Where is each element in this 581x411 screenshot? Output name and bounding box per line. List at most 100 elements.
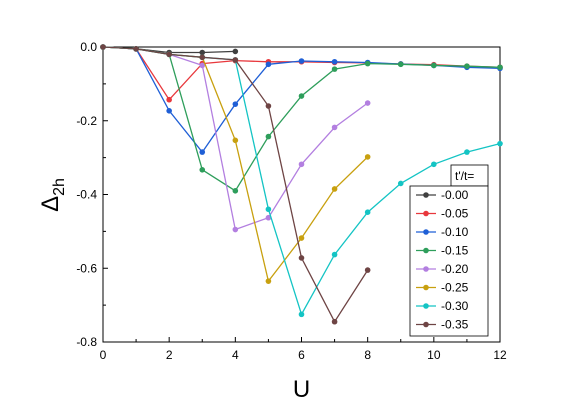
y-axis-label-sub: 2h — [51, 178, 68, 196]
data-point — [298, 235, 305, 241]
data-point — [100, 44, 106, 50]
data-point — [298, 311, 305, 318]
legend-entry: -0.05 — [416, 207, 469, 221]
data-point — [232, 188, 239, 194]
legend-swatch-marker — [423, 284, 429, 291]
data-point — [199, 54, 206, 61]
y-tick-label: -0.6 — [76, 261, 97, 275]
x-tick-label: 8 — [364, 348, 371, 362]
y-tick-label: -0.4 — [76, 188, 97, 202]
legend-entry: -0.30 — [416, 299, 469, 313]
legend-entry: -0.00 — [416, 188, 469, 202]
data-point — [364, 267, 371, 273]
legend-label: -0.15 — [441, 244, 469, 258]
data-point — [464, 149, 470, 155]
data-point — [265, 103, 272, 109]
data-point — [265, 278, 272, 284]
data-point — [331, 124, 338, 131]
data-point — [298, 93, 305, 99]
legend-label: -0.05 — [441, 207, 469, 221]
data-point — [464, 63, 470, 69]
data-point — [166, 96, 172, 103]
data-point — [497, 140, 503, 147]
legend-swatch-marker — [423, 321, 429, 328]
data-point — [397, 180, 404, 187]
data-point — [265, 133, 272, 140]
series-line — [102, 46, 369, 283]
x-tick-label: 10 — [427, 348, 441, 362]
data-point — [331, 251, 338, 258]
series-line — [102, 46, 501, 101]
legend-swatch-marker — [423, 229, 429, 235]
data-point — [166, 107, 172, 114]
legend-swatch-marker — [423, 266, 429, 272]
data-point — [199, 49, 206, 56]
data-point — [166, 51, 172, 58]
data-point — [331, 58, 338, 65]
data-point — [331, 66, 338, 72]
series-2 — [100, 44, 503, 155]
y-tick-label: 0.0 — [80, 40, 97, 54]
data-point — [364, 100, 371, 106]
legend-items: -0.00 -0.05 -0.10 -0.15 -0.20 -0.25 -0.30 -0.35 — [416, 188, 469, 332]
series-line — [102, 46, 369, 323]
data-point — [364, 209, 371, 215]
data-point — [232, 57, 239, 63]
x-tick-label: 6 — [298, 348, 305, 362]
data-point — [265, 214, 272, 221]
legend-entry: -0.20 — [416, 262, 469, 276]
legend-label: -0.10 — [441, 225, 469, 239]
data-point — [199, 166, 206, 173]
data-point — [397, 61, 404, 68]
data-point — [298, 58, 305, 64]
data-point — [232, 137, 239, 144]
x-tick-label: 2 — [166, 348, 173, 362]
legend-entry: -0.35 — [416, 318, 469, 332]
data-point — [199, 149, 206, 155]
legend: t'/t= -0.00 -0.05 -0.10 -0.15 -0.20 -0.25 -0.3… — [409, 164, 489, 337]
legend-entry: -0.15 — [416, 244, 469, 258]
legend-swatch-marker — [423, 210, 429, 217]
y-tick-label: -0.8 — [76, 335, 97, 349]
data-point — [133, 46, 139, 52]
legend-entry: -0.25 — [416, 281, 469, 295]
legend-swatch-marker — [423, 303, 429, 309]
data-point — [199, 62, 206, 69]
series-3 — [100, 44, 503, 194]
series-group — [100, 44, 503, 325]
data-point — [265, 61, 272, 68]
x-tick-label: 0 — [100, 348, 107, 362]
data-point — [497, 64, 503, 71]
legend-swatch-marker — [423, 247, 429, 254]
y-axis-label: Δ2h — [37, 178, 68, 212]
axis-ticks: 0 2 4 6 8 10 12 0.0 -0.2 -0.4 -0.6 -0.8 — [76, 40, 507, 362]
data-point — [431, 161, 437, 168]
data-point — [298, 255, 305, 261]
data-point — [364, 60, 371, 67]
legend-swatch-marker — [423, 192, 429, 198]
data-point — [232, 101, 239, 107]
data-point — [265, 206, 272, 213]
y-axis-label-main: Δ — [37, 196, 64, 212]
data-point — [298, 161, 305, 168]
data-point — [331, 186, 338, 192]
series-7 — [100, 44, 371, 325]
legend-label: -0.35 — [441, 318, 469, 332]
x-tick-label: 4 — [232, 348, 239, 362]
legend-label: -0.25 — [441, 281, 469, 295]
legend-label: -0.30 — [441, 299, 469, 313]
data-point — [232, 226, 239, 233]
x-tick-label: 12 — [493, 348, 507, 362]
y-tick-label: -0.2 — [76, 114, 97, 128]
legend-box — [409, 185, 489, 337]
x-axis-label: U — [293, 376, 310, 403]
legend-entry: -0.10 — [416, 225, 469, 239]
data-point — [431, 62, 437, 69]
series-5 — [100, 44, 371, 284]
series-line — [102, 46, 501, 192]
data-point — [331, 318, 338, 325]
svg-text:Δ2h: Δ2h — [37, 178, 68, 212]
data-point — [364, 154, 371, 160]
legend-title: t'/t= — [455, 169, 474, 183]
